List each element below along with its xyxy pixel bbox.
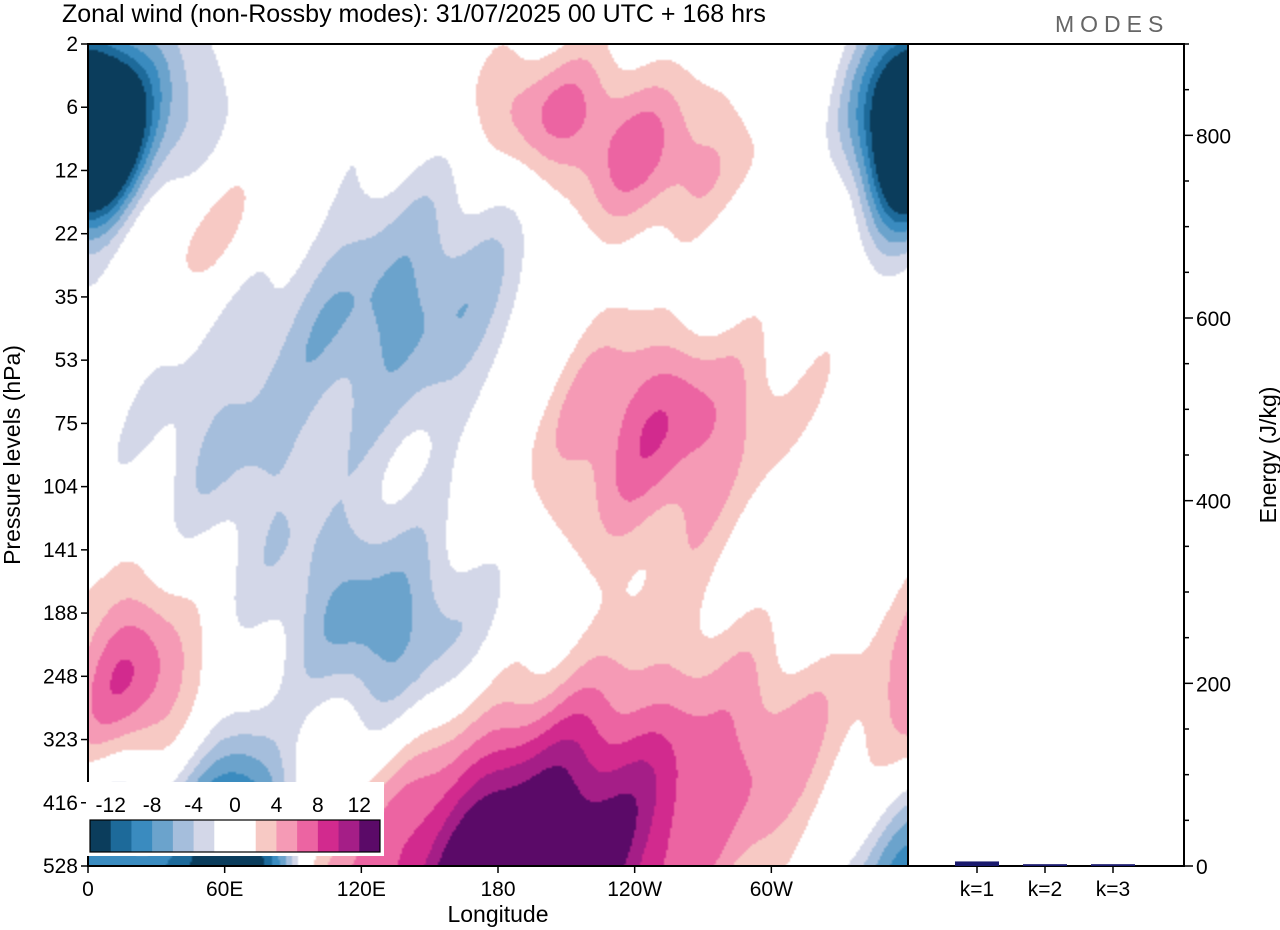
pressure-tick-label: 141 <box>43 539 78 562</box>
colorbar-swatch <box>338 820 360 852</box>
pressure-tick-label: 22 <box>55 223 78 246</box>
energy-tick-label: 200 <box>1196 673 1231 696</box>
colorbar-label: 12 <box>348 794 371 817</box>
energy-bar-label: k=3 <box>1096 878 1130 901</box>
heatmap-panel: 2 6 12 22 35 53 75 104 141 188 248 323 416 528 0 60E 12… <box>43 33 909 901</box>
pressure-tick-label: 75 <box>55 412 78 435</box>
longitude-tick-label: 180 <box>480 878 515 901</box>
colorbar-swatch <box>152 820 174 852</box>
chart-title: Zonal wind (non-Rossby modes): 31/07/202… <box>62 0 766 28</box>
colorbar-swatch <box>131 820 153 852</box>
pressure-tick-label: 6 <box>66 96 78 119</box>
pressure-tick-label: 2 <box>66 33 78 56</box>
colorbar-swatch <box>276 820 298 852</box>
energy-tick-label: 800 <box>1196 125 1231 148</box>
colorbar-label: -8 <box>143 794 162 817</box>
colorbar-label: 8 <box>312 794 324 817</box>
wind-field-image <box>88 44 908 866</box>
longitude-tick-label: 120W <box>607 878 662 901</box>
pressure-tick-label: 528 <box>43 855 78 878</box>
colorbar-swatch <box>193 820 215 852</box>
pressure-tick-label: 12 <box>55 159 78 182</box>
colorbar-swatch <box>172 820 195 852</box>
colorbar-swatch <box>317 820 340 852</box>
energy-bar <box>1091 864 1135 866</box>
colorbar-swatch <box>214 820 236 852</box>
energy-bar-label: k=2 <box>1028 878 1062 901</box>
colorbar-swatch <box>359 820 381 852</box>
longitude-axis: 0 60E 120E 180 120W 60W <box>82 866 793 901</box>
colorbar-legend: -12 -8 -4 0 4 8 12 <box>86 782 384 856</box>
colorbar-swatch <box>90 820 112 852</box>
colorbar-label: -12 <box>96 794 126 817</box>
colorbar-label: 0 <box>229 794 241 817</box>
energy-bar <box>955 861 999 866</box>
colorbar-swatch <box>255 820 277 852</box>
modes-logo: MODES <box>1055 11 1169 37</box>
energy-panel: 0 200 400 600 800 k=1 k=2 k=3 <box>907 43 1231 901</box>
colorbar-frame <box>89 819 381 853</box>
pressure-tick-label: 104 <box>43 476 78 499</box>
pressure-axis: 2 6 12 22 35 53 75 104 141 188 248 323 416 528 <box>43 33 88 878</box>
longitude-tick-label: 0 <box>82 878 94 901</box>
colorbar-label: 4 <box>271 794 283 817</box>
longitude-tick-label: 120E <box>337 878 386 901</box>
pressure-tick-label: 35 <box>55 286 78 309</box>
longitude-tick-label: 60W <box>750 878 793 901</box>
pressure-tick-label: 323 <box>43 729 78 752</box>
energy-bars: k=1 k=2 k=3 <box>955 861 1135 901</box>
energy-tick-label: 400 <box>1196 491 1231 514</box>
energy-bar <box>1023 864 1067 866</box>
y-axis-label: Pressure levels (hPa) <box>0 345 25 565</box>
x-axis-label: Longitude <box>447 901 548 927</box>
energy-tick-label: 600 <box>1196 308 1231 331</box>
longitude-tick-label: 60E <box>206 878 243 901</box>
colorbar-swatch <box>297 820 319 852</box>
energy-frame <box>907 43 1185 867</box>
pressure-tick-label: 248 <box>43 665 78 688</box>
pressure-tick-label: 416 <box>43 792 78 815</box>
energy-bar-label: k=1 <box>960 878 994 901</box>
colorbar-swatch <box>235 820 257 852</box>
pressure-tick-label: 53 <box>55 349 78 372</box>
energy-axis-label: Energy (J/kg) <box>1255 387 1280 524</box>
energy-axis: 0 200 400 600 800 <box>1184 43 1231 879</box>
pressure-tick-label: 188 <box>43 602 78 625</box>
energy-tick-label: 0 <box>1196 856 1208 879</box>
colorbar-label: -4 <box>184 794 203 817</box>
colorbar-swatch <box>110 820 132 852</box>
